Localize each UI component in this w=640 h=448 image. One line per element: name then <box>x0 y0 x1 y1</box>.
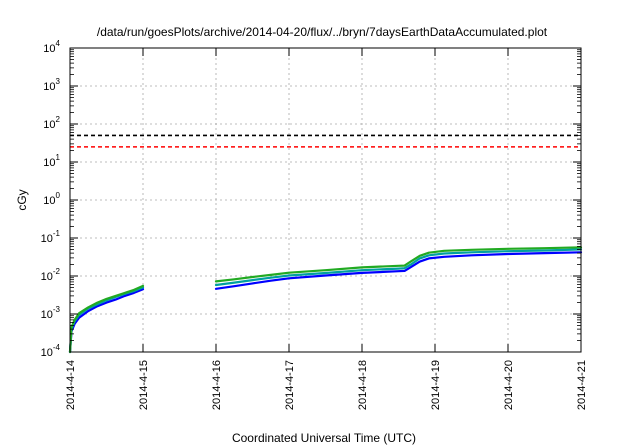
axis-ticks <box>69 47 582 353</box>
x-tick-label: 2014-4-15 <box>138 360 150 410</box>
x-tick-label: 2014-4-19 <box>430 360 442 410</box>
y-tick-label: 100 <box>43 191 60 207</box>
y-tick-label: 10-3 <box>41 305 61 321</box>
y-tick-label: 101 <box>43 153 60 169</box>
y-tick-label: 10-2 <box>41 267 61 283</box>
y-axis-label: cGy <box>15 189 29 210</box>
x-tick-label: 2014-4-17 <box>284 360 296 410</box>
series-line <box>214 246 583 283</box>
reference-lines <box>70 134 581 148</box>
x-tick-label: 2014-4-18 <box>357 360 369 410</box>
grid-lines <box>70 48 581 352</box>
y-tick-label: 103 <box>43 77 60 93</box>
x-axis-label: Coordinated Universal Time (UTC) <box>232 431 416 445</box>
x-tick-label: 2014-4-20 <box>503 360 515 410</box>
series-line <box>214 248 583 287</box>
y-tick-labels: 10-4 10-3 10-2 10-1 100 101 102 103 104 <box>41 39 61 359</box>
series-line <box>214 251 583 290</box>
x-tick-label: 2014-4-16 <box>211 360 223 410</box>
y-tick-label: 104 <box>43 39 60 55</box>
y-tick-label: 10-1 <box>41 229 61 245</box>
y-tick-label: 10-4 <box>41 343 61 359</box>
y-tick-label: 102 <box>43 115 60 131</box>
x-tick-label: 2014-4-21 <box>576 360 588 410</box>
x-tick-label: 2014-4-14 <box>65 360 77 410</box>
x-tick-labels: 2014-4-14 2014-4-15 2014-4-16 2014-4-17 2014… <box>65 360 588 410</box>
chart-title: /data/run/goesPlots/archive/2014-04-20/f… <box>97 25 548 39</box>
